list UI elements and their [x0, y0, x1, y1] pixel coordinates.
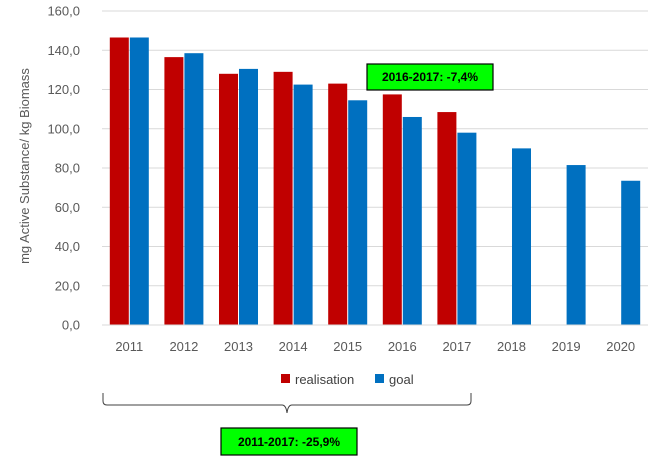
y-tick-label: 60,0	[55, 200, 80, 215]
y-tick-label: 80,0	[55, 161, 80, 176]
legend: realisation goal	[281, 372, 414, 387]
legend-swatch-realisation	[281, 374, 290, 383]
bar-realisation-2017	[437, 112, 457, 325]
x-tick-label: 2015	[333, 339, 362, 354]
bar-goal-2016	[402, 116, 422, 325]
bar-realisation-2011	[109, 37, 129, 326]
bar-realisation-2012	[164, 57, 184, 326]
y-tick-label: 0,0	[62, 318, 80, 333]
x-tick-label: 2016	[388, 339, 417, 354]
legend-swatch-goal	[375, 374, 384, 383]
bar-goal-2018	[512, 148, 531, 325]
y-axis-ticks: 0,0 20,0 40,0 60,0 80,0 100,0 120,0 140,0 160,0	[47, 4, 80, 333]
y-tick-label: 160,0	[47, 4, 80, 19]
bar-goal-2011	[129, 37, 149, 326]
bar-goal-2019	[566, 165, 586, 325]
y-tick-label: 120,0	[47, 82, 80, 97]
y-tick-label: 140,0	[47, 43, 80, 58]
x-tick-label: 2020	[606, 339, 635, 354]
x-tick-label: 2017	[442, 339, 471, 354]
bar-goal-2012	[184, 53, 204, 325]
y-tick-label: 100,0	[47, 121, 80, 136]
bar-goal-2014	[293, 84, 313, 325]
range-brace	[102, 393, 472, 414]
x-axis-ticks: 2011 2012 2013 2014 2015 2016 2017 2018 2019 2020	[115, 339, 635, 354]
annotation-2016-2017: 2016-2017: -7,4%	[366, 63, 494, 91]
annotation-2011-2017: 2011-2017: -25,9%	[220, 427, 358, 456]
legend-label-realisation: realisation	[295, 372, 354, 387]
bar-goal-2017	[457, 132, 477, 325]
bar-goal-2020	[621, 180, 641, 325]
x-tick-label: 2011	[115, 339, 143, 354]
x-tick-label: 2012	[169, 339, 198, 354]
bar-realisation-2014	[273, 71, 293, 326]
gridlines	[102, 10, 648, 287]
bar-realisation-2015	[328, 83, 348, 325]
bar-goal-2015	[348, 100, 368, 325]
y-tick-label: 20,0	[55, 278, 80, 293]
y-axis-title: mg Active Substance/ kg Biomass	[17, 68, 32, 264]
x-tick-label: 2014	[279, 339, 308, 354]
y-tick-label: 40,0	[55, 239, 80, 254]
x-tick-label: 2019	[552, 339, 581, 354]
x-tick-label: 2013	[224, 339, 253, 354]
legend-label-goal: goal	[389, 372, 414, 387]
bar-realisation-2013	[219, 73, 238, 325]
bar-goal-2013	[239, 68, 258, 326]
bars	[109, 37, 641, 326]
annotation-2011-2017-text: 2011-2017: -25,9%	[238, 435, 340, 449]
bar-realisation-2016	[382, 94, 402, 325]
annotation-2016-2017-text: 2016-2017: -7,4%	[382, 70, 478, 84]
x-tick-label: 2018	[497, 339, 526, 354]
